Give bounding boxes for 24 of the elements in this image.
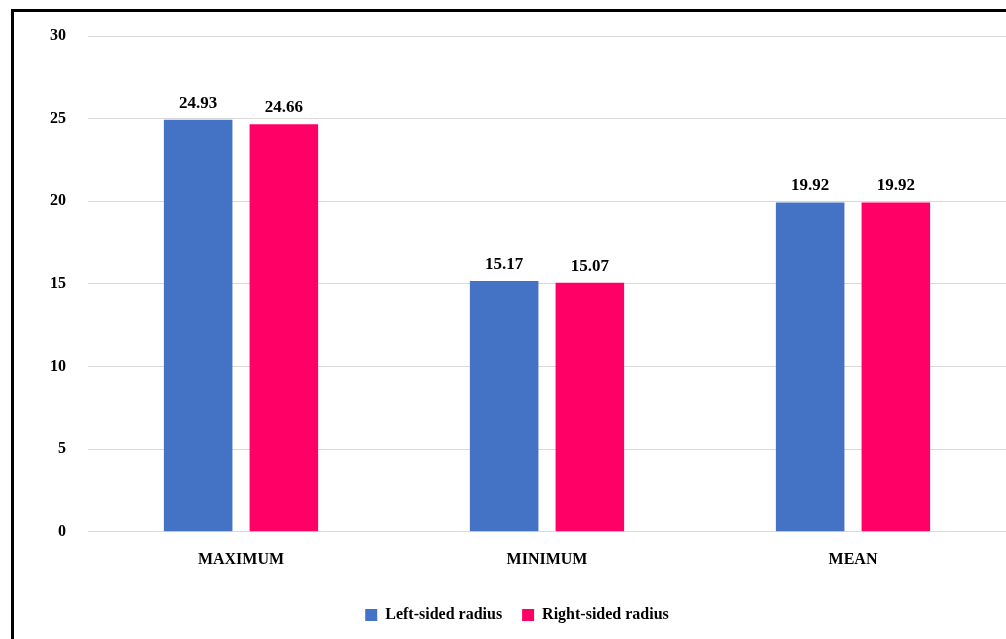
data-label: 19.92 (876, 175, 915, 195)
legend-label: Left-sided radius (385, 605, 503, 623)
y-tick-label: 30 (50, 26, 66, 44)
bar (469, 281, 539, 532)
data-label: 24.93 (179, 92, 218, 112)
bar (775, 202, 845, 532)
bar (555, 282, 625, 532)
y-tick-label: 10 (50, 356, 66, 374)
bar (163, 119, 233, 532)
y-tick-label: 20 (50, 191, 66, 209)
x-tick-label: MAXIMUM (197, 549, 285, 567)
y-tick-label: 0 (58, 521, 66, 539)
y-tick-label: 5 (58, 439, 66, 457)
legend-label: Right-sided radius (542, 605, 669, 624)
data-label: 15.17 (485, 253, 524, 273)
data-label: 15.07 (570, 255, 610, 275)
y-tick-label: 15 (50, 274, 66, 292)
data-label: 24.66 (264, 97, 303, 117)
bar (249, 124, 319, 532)
y-tick-label: 25 (50, 108, 66, 126)
x-tick-label: MINIMUM (506, 549, 588, 567)
bar (861, 202, 931, 532)
x-tick-label: MEAN (828, 549, 878, 567)
data-label: 19.92 (791, 175, 830, 195)
